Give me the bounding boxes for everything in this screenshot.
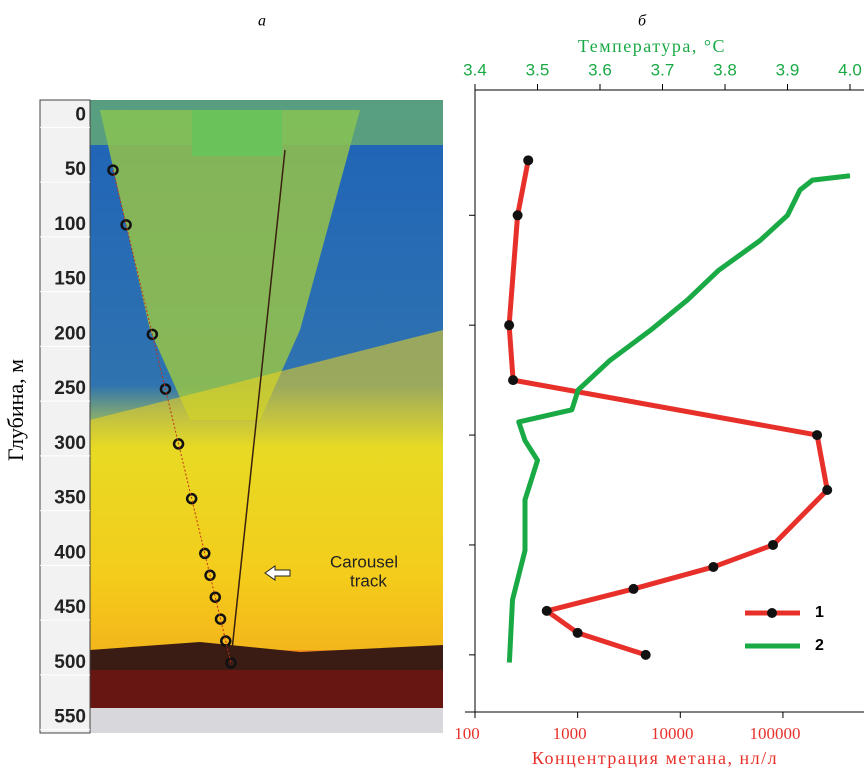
x-tick-label: 1000 — [553, 724, 587, 743]
x2-tick-label: 3.7 — [651, 60, 675, 79]
y-tick-label: 0 — [75, 104, 86, 125]
data-point — [508, 375, 519, 386]
x2-tick-label: 3.8 — [713, 60, 737, 79]
sample-point — [120, 219, 132, 231]
depth-scale — [39, 99, 91, 734]
sample-point — [185, 492, 198, 505]
x2-tick-label: 3.5 — [526, 60, 550, 79]
data-point — [541, 605, 552, 616]
data-point — [523, 155, 534, 166]
data-point — [708, 561, 719, 572]
bottom-axis-title: Концентрация метана, нл/л — [532, 748, 778, 768]
sample-point — [204, 569, 216, 582]
x2-tick-label: 3.6 — [588, 60, 612, 79]
sample-point — [159, 383, 172, 395]
y-tick-label: 100 — [54, 214, 86, 235]
sample-point — [172, 438, 185, 450]
sample-point — [146, 328, 159, 341]
x-tick-label: 10000 — [651, 724, 694, 743]
data-point — [640, 649, 651, 660]
data-point — [768, 539, 779, 550]
series-line — [506, 159, 830, 658]
x-tick-label: 100000 — [749, 724, 800, 743]
sample-point — [214, 613, 227, 625]
x2-tick-label: 4.0 — [838, 60, 862, 79]
echogram-image — [90, 100, 443, 733]
data-point — [512, 210, 523, 221]
y-tick-label: 200 — [54, 323, 86, 344]
y-tick-label: 550 — [54, 707, 86, 728]
legend-label: 2 — [815, 637, 824, 654]
y-tick-label: 50 — [65, 159, 86, 180]
sample-point — [107, 164, 119, 176]
series-line — [506, 173, 851, 663]
data-point — [628, 583, 639, 594]
carousel-track — [112, 169, 232, 664]
y-tick-label: 400 — [54, 542, 86, 563]
y-tick-label: 450 — [54, 597, 86, 618]
y-tick-label: 150 — [54, 269, 86, 290]
legend-label: 1 — [815, 604, 824, 621]
sample-point — [199, 547, 211, 560]
annotation: Carousel — [330, 552, 398, 571]
sample-point — [225, 657, 237, 669]
legend-marker — [767, 608, 777, 618]
annotation-arrow — [264, 565, 291, 581]
sample-point — [220, 635, 232, 647]
y-tick-label: 500 — [54, 652, 86, 673]
panel-label: а — [258, 13, 266, 30]
panel-label: б — [638, 13, 647, 30]
y-tick-label: 350 — [54, 488, 86, 509]
annotation: track — [350, 571, 387, 590]
data-point — [822, 485, 833, 496]
x-tick-label: 100 — [454, 724, 480, 743]
x2-tick-label: 3.4 — [463, 60, 487, 79]
data-point — [572, 627, 583, 638]
data-point — [504, 320, 515, 331]
y-tick-label: 250 — [54, 378, 86, 399]
y-tick-label: 300 — [54, 433, 86, 454]
top-axis-title: Температура, °C — [578, 36, 726, 56]
sample-point — [209, 591, 222, 603]
x2-tick-label: 3.9 — [776, 60, 800, 79]
y-axis-title: Глубина, м — [3, 359, 28, 461]
data-point — [812, 430, 823, 441]
